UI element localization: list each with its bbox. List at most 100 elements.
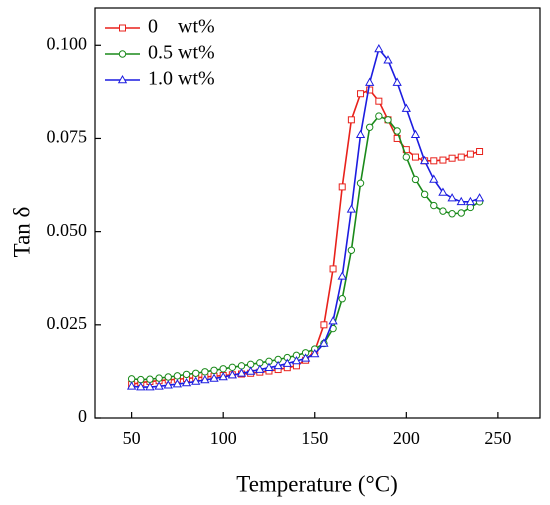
data-point: [375, 112, 383, 120]
data-point: [392, 77, 402, 86]
data-point: [320, 321, 328, 329]
legend-text: 0.5 wt%: [148, 42, 215, 64]
data-point: [191, 376, 201, 385]
plot-frame: [94, 7, 541, 419]
data-point: [457, 153, 465, 161]
data-point: [338, 183, 346, 191]
data-point: [291, 355, 302, 365]
data-point: [154, 381, 164, 390]
data-point: [438, 187, 448, 196]
data-point: [447, 193, 457, 202]
data-point: [282, 358, 292, 367]
y-tick-label: 0.100: [47, 33, 88, 53]
y-axis-title: Tan δ: [9, 207, 34, 258]
legend-marker: [119, 24, 126, 32]
data-point: [439, 207, 447, 215]
data-point: [357, 90, 365, 98]
data-point: [430, 201, 438, 210]
data-point: [429, 174, 439, 183]
data-point: [237, 362, 246, 370]
data-point: [273, 360, 283, 370]
data-point: [411, 153, 419, 161]
data-point: [328, 316, 338, 325]
x-axis-title: Temperature (°C): [236, 471, 397, 496]
data-point: [365, 77, 375, 86]
data-point: [457, 209, 465, 217]
series-line: [131, 89, 480, 386]
data-point: [319, 338, 329, 347]
data-point: [210, 366, 218, 374]
x-tick-label: 250: [484, 428, 511, 448]
data-point: [383, 55, 393, 64]
data-point: [365, 123, 374, 131]
data-point: [456, 196, 466, 206]
data-point: [338, 295, 346, 303]
series-line: [131, 48, 480, 388]
data-point: [355, 129, 366, 139]
data-point: [374, 43, 384, 53]
data-point: [356, 179, 365, 187]
data-point: [209, 373, 219, 382]
data-point: [402, 153, 411, 161]
data-point: [126, 381, 137, 390]
y-tick-label: 0.050: [47, 220, 88, 240]
data-point: [401, 103, 411, 112]
data-point: [127, 375, 136, 383]
data-point: [466, 150, 474, 158]
y-tick-label: 0.075: [47, 127, 88, 147]
data-point: [181, 377, 192, 387]
data-point: [439, 156, 447, 164]
x-tick-label: 50: [123, 428, 141, 448]
data-point: [474, 193, 485, 202]
data-point: [163, 380, 173, 389]
data-point: [420, 190, 429, 199]
data-point: [393, 127, 401, 135]
data-point: [448, 210, 456, 218]
data-point: [329, 265, 337, 273]
data-point: [218, 371, 228, 381]
data-point: [465, 196, 476, 206]
data-point: [155, 374, 163, 382]
x-tick-label: 100: [210, 428, 237, 448]
data-point: [227, 370, 237, 379]
data-point: [346, 204, 357, 213]
legend-text: 1.0 wt%: [148, 68, 215, 90]
y-tick-label: 0: [78, 406, 87, 426]
data-point: [411, 175, 420, 184]
data-point: [145, 382, 155, 391]
data-point: [146, 375, 154, 383]
data-point: [255, 364, 265, 373]
data-point: [228, 363, 237, 372]
data-point: [192, 369, 200, 377]
data-point: [375, 97, 383, 105]
data-point: [300, 353, 311, 362]
data-point: [264, 362, 274, 371]
legend-marker: [117, 74, 128, 84]
data-point: [137, 375, 145, 384]
x-tick-label: 150: [301, 428, 328, 448]
data-point: [136, 382, 146, 391]
data-point: [419, 155, 430, 165]
data-point: [347, 116, 355, 124]
data-point: [448, 154, 456, 162]
data-point: [347, 246, 356, 254]
x-tick-label: 200: [393, 428, 420, 448]
data-point: [410, 129, 421, 139]
data-point: [246, 366, 256, 375]
data-point: [182, 370, 191, 379]
data-point: [337, 271, 347, 280]
data-point: [466, 203, 475, 212]
y-tick-label: 0.025: [47, 313, 88, 333]
data-point: [200, 374, 210, 384]
data-point: [164, 373, 172, 381]
data-point: [476, 148, 484, 155]
data-point: [236, 368, 247, 377]
series-line: [131, 115, 480, 381]
legend-text: 0 wt%: [148, 16, 215, 38]
data-point: [430, 157, 438, 165]
legend-marker: [118, 50, 127, 58]
data-point: [384, 116, 392, 124]
data-point: [310, 348, 320, 358]
